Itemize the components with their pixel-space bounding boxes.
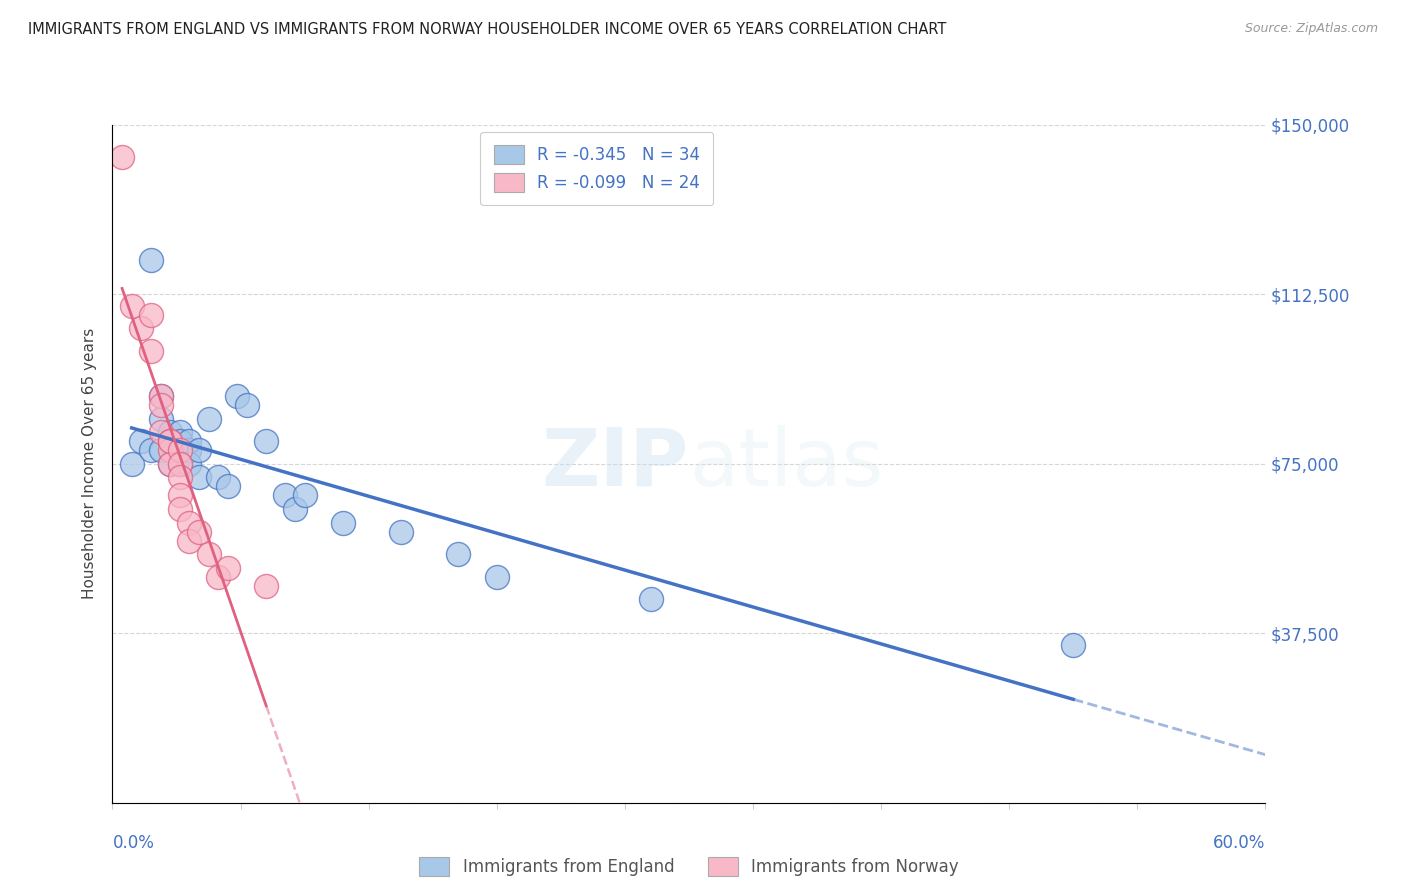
Point	[149, 443, 172, 458]
Point	[159, 434, 181, 449]
Text: 60.0%: 60.0%	[1213, 834, 1265, 852]
Point	[159, 434, 181, 449]
Point	[254, 579, 277, 593]
Point	[149, 425, 172, 440]
Point	[284, 502, 307, 516]
Point	[179, 457, 201, 471]
Point	[169, 457, 191, 471]
Text: Source: ZipAtlas.com: Source: ZipAtlas.com	[1244, 22, 1378, 36]
Point	[149, 389, 172, 403]
Text: atlas: atlas	[689, 425, 883, 503]
Point	[294, 488, 316, 502]
Point	[159, 443, 181, 458]
Point	[179, 443, 201, 458]
Point	[159, 457, 181, 471]
Point	[139, 443, 162, 458]
Point	[169, 488, 191, 502]
Point	[207, 570, 229, 584]
Point	[111, 149, 134, 163]
Point	[217, 479, 239, 493]
Point	[169, 443, 191, 458]
Point	[169, 425, 191, 440]
Point	[159, 457, 181, 471]
Point	[129, 434, 153, 449]
Point	[187, 524, 211, 539]
Point	[179, 516, 201, 530]
Point	[121, 457, 143, 471]
Point	[389, 524, 412, 539]
Text: IMMIGRANTS FROM ENGLAND VS IMMIGRANTS FROM NORWAY HOUSEHOLDER INCOME OVER 65 YEA: IMMIGRANTS FROM ENGLAND VS IMMIGRANTS FR…	[28, 22, 946, 37]
Legend: Immigrants from England, Immigrants from Norway: Immigrants from England, Immigrants from…	[412, 850, 966, 882]
Point	[179, 434, 201, 449]
Point	[149, 398, 172, 412]
Point	[332, 516, 354, 530]
Point	[129, 321, 153, 335]
Point	[169, 470, 191, 484]
Point	[149, 411, 172, 425]
Point	[121, 299, 143, 313]
Point	[139, 253, 162, 268]
Y-axis label: Householder Income Over 65 years: Householder Income Over 65 years	[82, 328, 97, 599]
Point	[159, 425, 181, 440]
Point	[169, 502, 191, 516]
Point	[149, 389, 172, 403]
Point	[187, 443, 211, 458]
Text: 0.0%: 0.0%	[112, 834, 155, 852]
Point	[274, 488, 297, 502]
Point	[187, 470, 211, 484]
Point	[179, 533, 201, 548]
Point	[207, 470, 229, 484]
Point	[169, 457, 191, 471]
Point	[159, 434, 181, 449]
Point	[447, 547, 470, 561]
Point	[169, 434, 191, 449]
Point	[1062, 638, 1084, 652]
Point	[254, 434, 277, 449]
Point	[139, 343, 162, 358]
Point	[485, 570, 508, 584]
Text: ZIP: ZIP	[541, 425, 689, 503]
Point	[197, 547, 219, 561]
Point	[236, 398, 259, 412]
Point	[226, 389, 249, 403]
Point	[139, 308, 162, 322]
Point	[197, 411, 219, 425]
Point	[217, 561, 239, 575]
Point	[640, 592, 662, 607]
Point	[169, 443, 191, 458]
